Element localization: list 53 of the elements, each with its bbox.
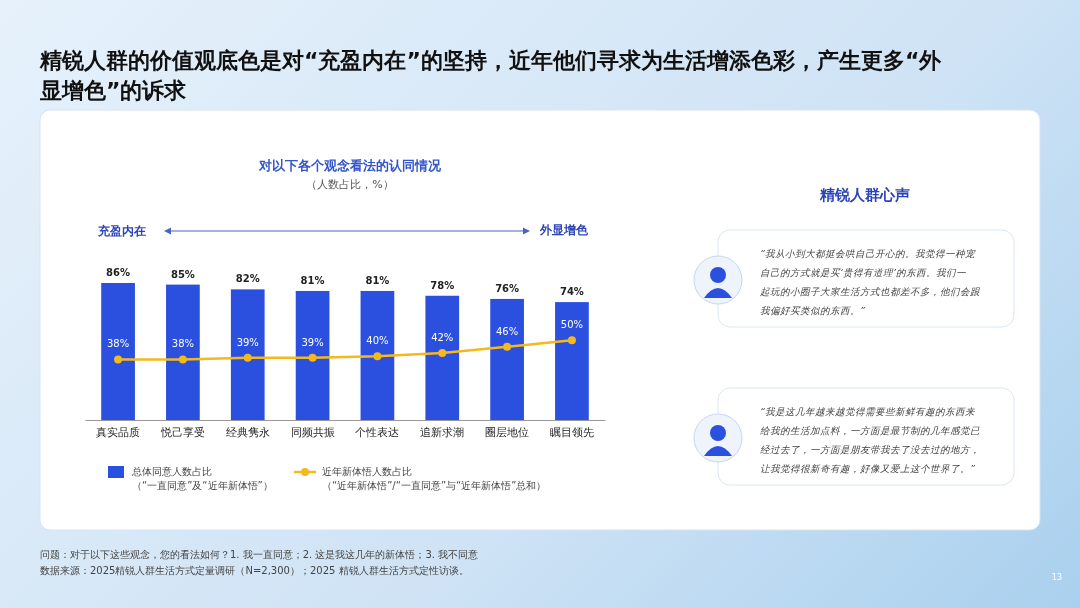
x-tick-label: 经典隽永	[225, 426, 270, 440]
data-label: 85%	[170, 268, 195, 280]
bar	[295, 290, 330, 420]
data-label: 38%	[106, 338, 130, 350]
chart-title: 精锐人群的价值观底色是对“充盈内在”的坚持，近年他们寻求为生活增添色彩，产生更多“外显增色”的诉求	[39, 48, 943, 103]
point	[373, 352, 382, 361]
bar	[101, 283, 135, 420]
x-tick-label: 同频共振	[290, 426, 335, 440]
chart-subtitle: 对以下各个观念看法的认同情况	[258, 158, 442, 173]
point	[438, 349, 447, 358]
data-label: 38%	[171, 338, 195, 350]
text: “我是这几年越来越觉得需要些新鲜有趣的东西来给我的生活加点料，一方面是最节制的几年感觉已经过去了，一方面是朋友带我去了没去过的地方，让我觉得很新奇有趣，好像又爱上这个世界了。”	[760, 406, 980, 474]
x-tick-label: 追新求潮	[420, 426, 465, 440]
x-tick-label: 瞩目领先	[549, 426, 594, 440]
text: （人数占比，%）	[306, 178, 394, 191]
bar	[166, 284, 200, 420]
text: 13	[1051, 573, 1062, 582]
data-label: 46%	[495, 325, 519, 337]
x-tick-label: 真实品质	[96, 426, 141, 440]
data-label: 40%	[366, 335, 389, 347]
data-label: 74%	[559, 286, 584, 298]
bar	[490, 298, 524, 420]
text: 外显增色	[539, 223, 589, 237]
data-label: 50%	[560, 319, 584, 331]
x-tick-label: 悦己享受	[159, 426, 205, 440]
bar	[230, 289, 265, 420]
bar	[555, 302, 589, 420]
source-note: 数据来源：2025精锐人群生活方式定量调研（N=2,300）；2025 精锐人群生活方式定性访谈。	[40, 565, 469, 576]
point	[178, 355, 187, 364]
data-label: 82%	[235, 273, 260, 285]
data-label: 81%	[365, 274, 390, 286]
text: 精锐人群心声	[819, 186, 910, 204]
data-label: 39%	[236, 336, 259, 348]
data-label: 76%	[495, 282, 520, 294]
text: 充盈内在	[97, 224, 146, 238]
text: “我从小到大都挺会哄自己开心的。我觉得一种宠自己的方式就是买‘贵得有道理’的东西。我们一起玩的小圈子大家生活方式也都差不多，他们会跟我偏好买类似的东西。”	[760, 248, 980, 316]
data-label: 81%	[300, 274, 325, 286]
x-tick-label: 圈层地位	[485, 426, 530, 440]
point	[114, 355, 123, 364]
bar	[425, 295, 460, 420]
data-label: 42%	[431, 332, 454, 344]
text: 问题：对于以下这些观念，您的看法如何？1. 我一直同意；2. 这是我这几年的新体悟；3. 我不同意	[40, 549, 479, 560]
legend-label: 总体同意人数占比（“一直同意”及“近年新体悟”）	[131, 466, 273, 491]
data-label: 86%	[106, 267, 131, 278]
legend-label: 近年新体悟人数占比（“近年新体悟”/“一直同意”与“近年新体悟”总和）	[322, 466, 547, 491]
x-tick-label: 个性表达	[355, 426, 400, 440]
point	[503, 342, 512, 351]
point	[243, 353, 252, 362]
data-label: 39%	[301, 336, 324, 348]
point	[308, 353, 317, 362]
point	[567, 336, 576, 345]
data-label: 78%	[430, 279, 455, 291]
bar	[360, 290, 395, 420]
